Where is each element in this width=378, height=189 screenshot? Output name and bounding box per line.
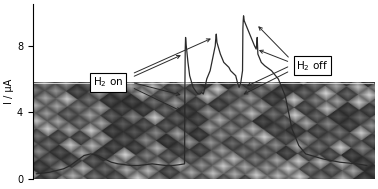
Text: H$_2$ off: H$_2$ off: [296, 59, 328, 73]
Y-axis label: I / µA: I / µA: [4, 79, 14, 104]
Text: H$_2$ on: H$_2$ on: [93, 75, 123, 89]
